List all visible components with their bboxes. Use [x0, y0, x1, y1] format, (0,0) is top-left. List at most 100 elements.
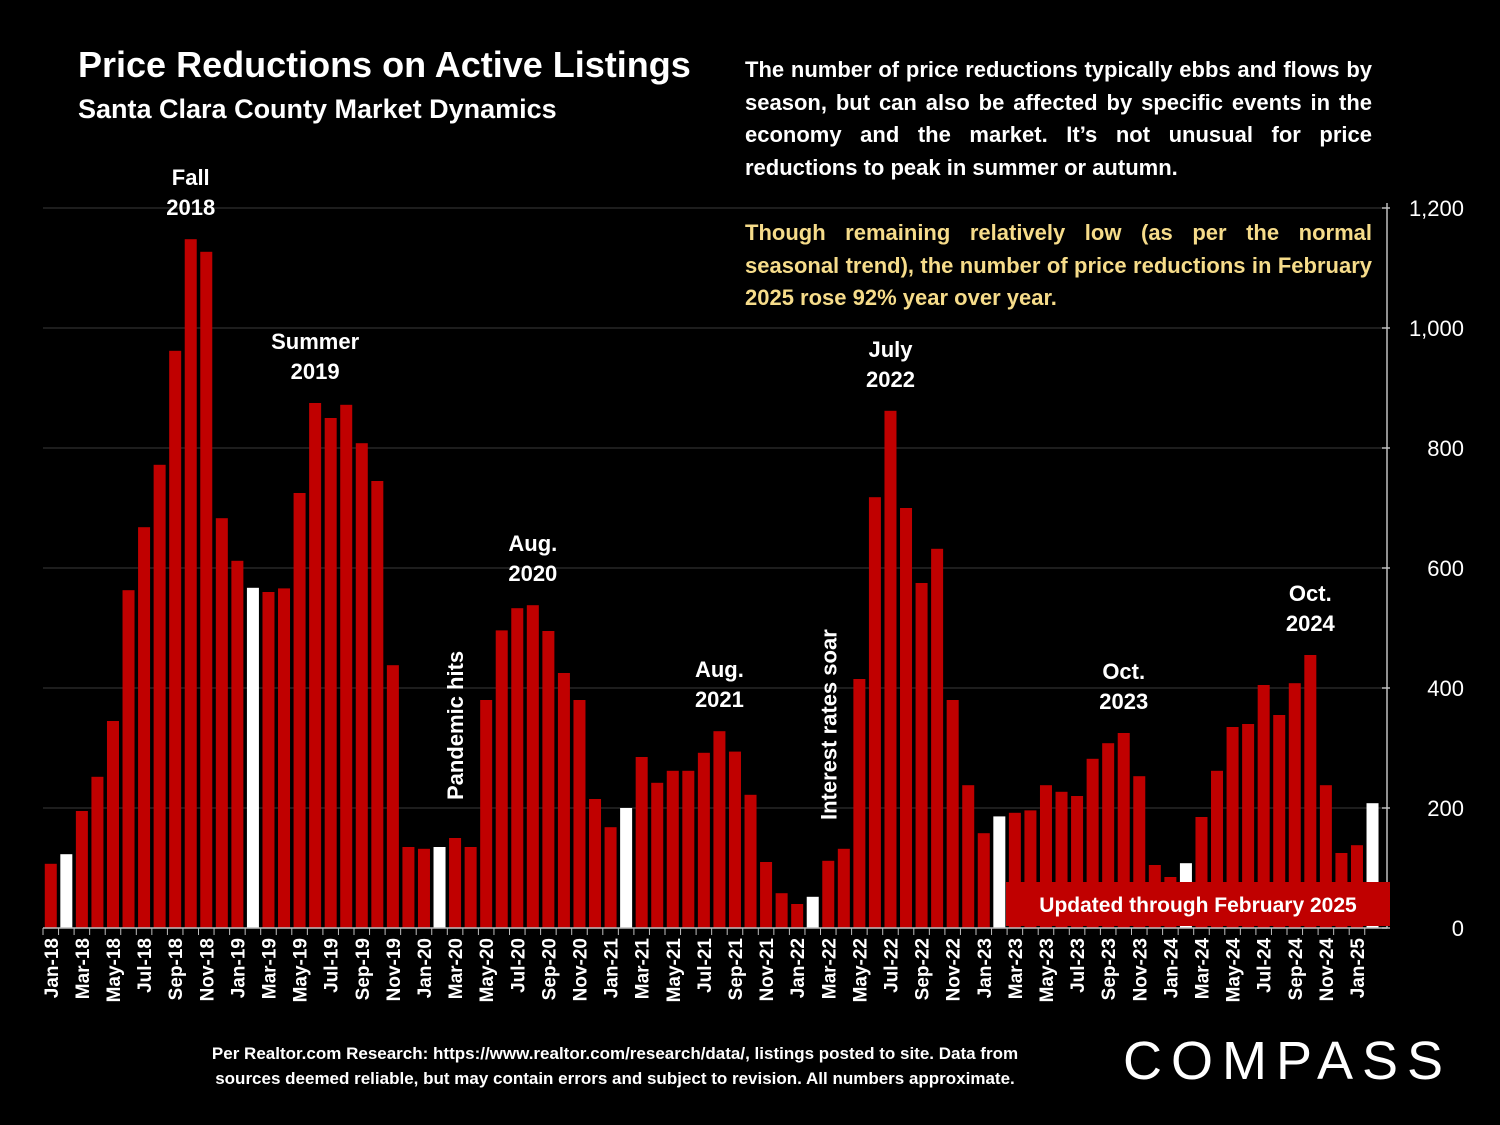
- source-footnote: Per Realtor.com Research: https://www.re…: [100, 1041, 1130, 1091]
- annotation-label: 2024: [1286, 611, 1336, 636]
- x-tick-label: May-22: [850, 938, 871, 1002]
- annotation-label: Summer: [271, 329, 359, 354]
- x-tick-label: May-19: [291, 938, 312, 1002]
- bar: [106, 721, 119, 928]
- x-tick-label: Mar-18: [73, 938, 94, 999]
- bar: [589, 799, 602, 928]
- x-tick-label: Nov-24: [1317, 938, 1338, 1002]
- x-tick-label: Jan-18: [42, 938, 63, 998]
- x-tick-label: Sep-22: [913, 938, 934, 1000]
- annotation-label: 2023: [1099, 689, 1148, 714]
- updated-badge: Updated through February 2025: [1006, 882, 1390, 926]
- bar: [293, 493, 306, 928]
- bar: [464, 847, 477, 928]
- x-tick-label: Sep-20: [539, 938, 560, 1000]
- x-tick-label: May-21: [664, 938, 685, 1003]
- bar: [775, 893, 788, 928]
- bar: [138, 527, 151, 928]
- bar: [1273, 715, 1286, 928]
- updated-badge-text: Updated through February 2025: [1039, 894, 1357, 917]
- x-tick-label: May-20: [477, 938, 498, 1002]
- bar: [75, 811, 88, 928]
- bar: [215, 518, 228, 928]
- x-tick-label: Nov-23: [1130, 938, 1151, 1001]
- x-tick-label: Sep-21: [726, 938, 747, 1001]
- bar: [915, 583, 928, 928]
- y-tick-label: 1,000: [1409, 316, 1464, 341]
- highlight-bar: [433, 847, 446, 928]
- bar: [480, 700, 493, 928]
- annotation-label: 2018: [166, 195, 215, 220]
- highlight-bar: [993, 816, 1006, 928]
- x-tick-label: Jan-19: [228, 938, 249, 998]
- annotation-label: 2022: [866, 367, 915, 392]
- bar: [946, 700, 959, 928]
- bar: [262, 592, 275, 928]
- annotation-label: 2021: [695, 687, 744, 712]
- x-tick-label: Mar-23: [1006, 938, 1027, 999]
- bar: [402, 847, 415, 928]
- bar: [760, 862, 773, 928]
- bar: [1102, 743, 1115, 928]
- y-tick-label: 800: [1427, 436, 1464, 461]
- x-tick-label: May-23: [1037, 938, 1058, 1002]
- y-tick-label: 200: [1427, 796, 1464, 821]
- bar: [931, 548, 944, 928]
- x-tick-label: Sep-19: [353, 938, 374, 1000]
- bar: [511, 608, 524, 928]
- bar: [417, 848, 430, 928]
- x-tick-label: Nov-21: [757, 938, 778, 1002]
- bar: [231, 560, 244, 928]
- bar: [122, 590, 135, 928]
- x-tick-label: Sep-18: [166, 938, 187, 1000]
- highlight-bar: [246, 587, 259, 928]
- bar: [340, 404, 353, 928]
- y-tick-label: 400: [1427, 676, 1464, 701]
- source-footnote-line: sources deemed reliable, but may contain…: [215, 1069, 1015, 1088]
- bar: [1226, 727, 1239, 928]
- annotation-label: Oct.: [1102, 659, 1145, 684]
- x-tick-label: Nov-22: [944, 938, 965, 1001]
- x-tick-label: Jan-22: [788, 938, 809, 998]
- bar: [713, 731, 726, 928]
- x-tick-label: Jul-19: [322, 938, 343, 993]
- x-tick-label: Jan-25: [1348, 938, 1369, 999]
- x-tick-label: Jul-22: [881, 938, 902, 993]
- compass-logo: COMPASS: [1123, 1031, 1453, 1091]
- bar: [200, 251, 213, 929]
- annotation-label: Oct.: [1289, 581, 1332, 606]
- bar: [386, 665, 399, 928]
- bar: [557, 673, 570, 928]
- x-tick-label: Sep-23: [1099, 938, 1120, 1000]
- bar: [184, 239, 197, 928]
- bar: [449, 838, 462, 928]
- x-tick-label: Jul-21: [695, 938, 716, 993]
- updated-badge-background: [1006, 882, 1390, 926]
- x-tick-label: Jul-23: [1068, 938, 1089, 993]
- y-tick-label: 0: [1452, 916, 1464, 941]
- bar: [526, 605, 539, 928]
- x-tick-label: May-24: [1224, 938, 1245, 1003]
- x-tick-label: Mar-24: [1192, 938, 1213, 1000]
- bar: [868, 497, 881, 928]
- annotations: Fall 2018 Summer 2019 Aug. 2020 Aug. 2021 July 20…: [166, 165, 1335, 820]
- bar: [1242, 724, 1255, 928]
- x-tick-label: Jan-23: [975, 938, 996, 998]
- x-tick-label: Mar-22: [819, 938, 840, 999]
- y-tick-label: 600: [1427, 556, 1464, 581]
- x-tick-label: Jul-24: [1255, 938, 1276, 993]
- x-tick-label: Nov-19: [384, 938, 405, 1001]
- description-paragraph: The number of price reductions typically…: [745, 57, 1372, 180]
- source-footnote-line: Per Realtor.com Research: https://www.re…: [211, 1044, 1019, 1063]
- y-tick-label: 1,200: [1409, 196, 1464, 221]
- bar: [169, 350, 182, 928]
- x-tick-label: Sep-24: [1286, 938, 1307, 1001]
- bar: [278, 588, 291, 928]
- annotation-label: 2020: [508, 561, 557, 586]
- highlight-bar: [806, 896, 819, 928]
- bar: [837, 848, 850, 928]
- x-tick-label: Jan-24: [1161, 938, 1182, 999]
- bars: [44, 239, 1379, 929]
- highlight-bar: [620, 808, 633, 928]
